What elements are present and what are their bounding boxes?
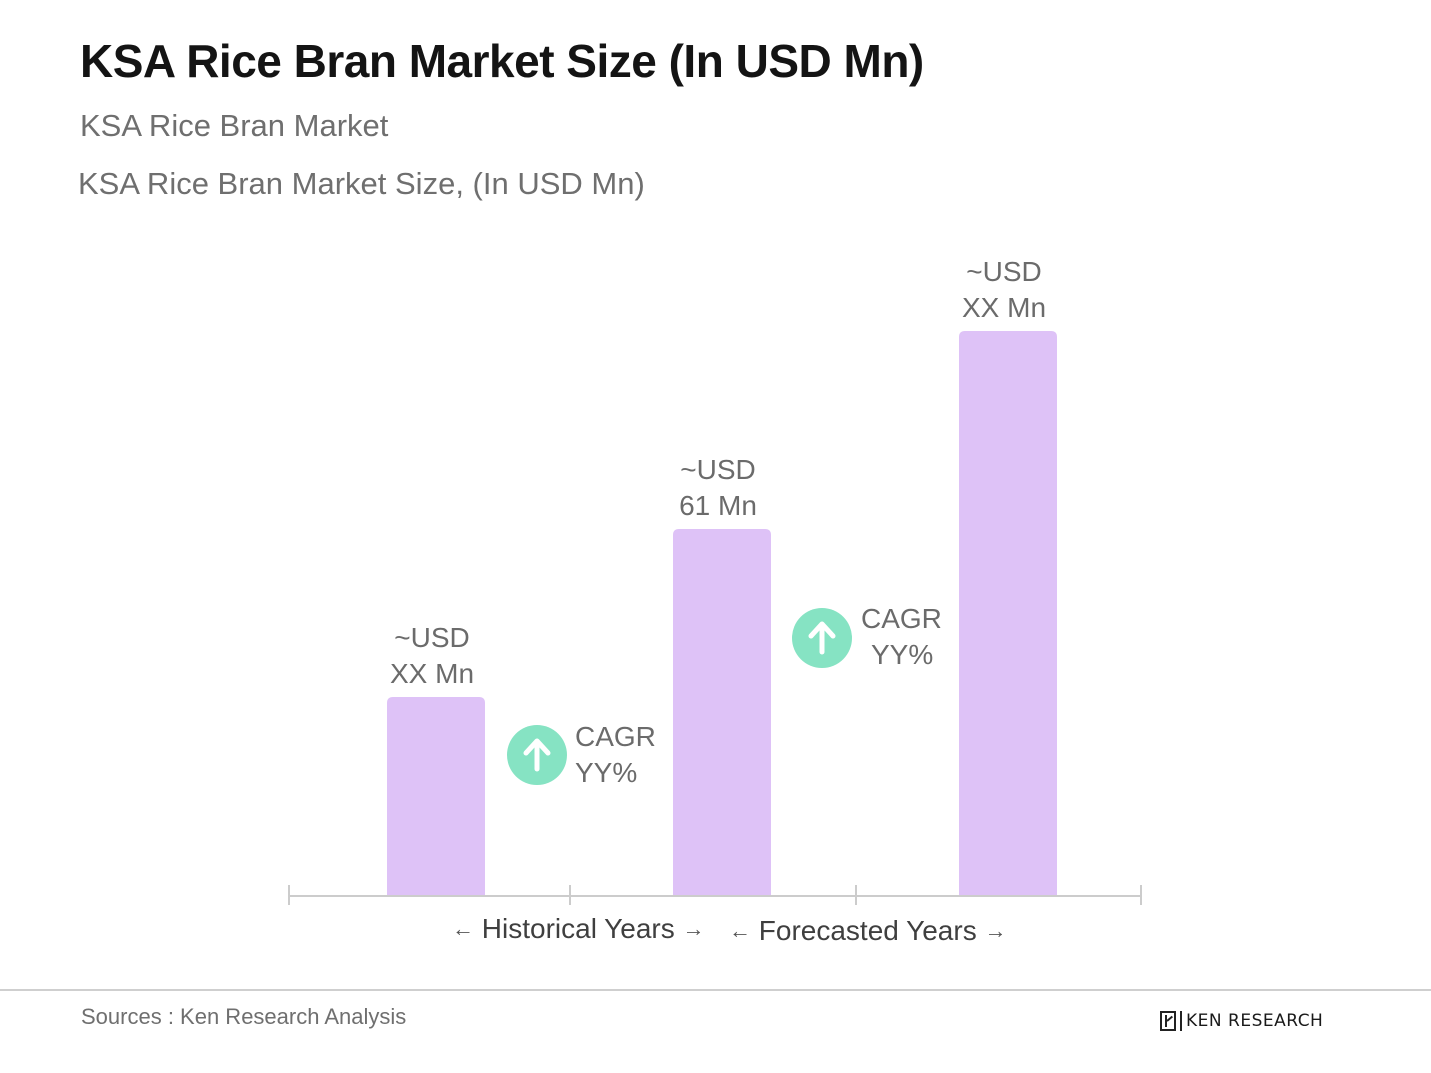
- source-note: Sources : Ken Research Analysis: [81, 1004, 407, 1029]
- x-axis: [288, 885, 1142, 905]
- period-label-forecasted: ← Forecasted Years →: [729, 915, 1006, 947]
- ken-research-logo: KEN RESEARCH: [1160, 1008, 1323, 1034]
- arrow-left-icon: ←: [452, 916, 474, 941]
- footer-divider: [0, 989, 1431, 991]
- cagr-annotation: CAGR YY%: [792, 603, 942, 670]
- data-label: XX Mn: [390, 658, 474, 689]
- chart-subtitle-units: KSA Rice Bran Market Size, (In USD Mn): [78, 166, 645, 201]
- cagr-label: YY%: [575, 757, 637, 788]
- arrow-left-icon: ←: [729, 918, 751, 943]
- period-label-historical-text: Historical Years: [481, 913, 675, 944]
- logo-mark-icon: [1160, 1011, 1176, 1031]
- bar: [959, 331, 1057, 895]
- logo-text: KEN RESEARCH: [1186, 1011, 1324, 1031]
- bars: [387, 331, 1057, 895]
- period-label-historical: ← Historical Years →: [452, 913, 705, 945]
- bar: [673, 529, 771, 895]
- logo-separator: [1180, 1011, 1182, 1031]
- arrow-right-icon: →: [984, 918, 1007, 943]
- cagr-annotation: CAGR YY%: [507, 721, 656, 788]
- data-label: XX Mn: [962, 292, 1046, 323]
- cagr-annotations: CAGR YY% CAGR YY%: [507, 603, 942, 788]
- period-label-forecasted-text: Forecasted Years: [758, 915, 977, 946]
- arrow-right-icon: →: [682, 916, 705, 941]
- arrow-up-circle-icon: [808, 621, 836, 655]
- cagr-label: CAGR: [861, 603, 942, 634]
- arrow-up-circle-icon: [523, 738, 551, 772]
- data-label: 61 Mn: [679, 490, 757, 521]
- data-labels: ~USD XX Mn ~USD 61 Mn ~USD XX Mn: [390, 256, 1046, 689]
- cagr-label: YY%: [871, 639, 933, 670]
- bar: [387, 697, 485, 895]
- data-label: ~USD: [966, 256, 1041, 287]
- data-label: ~USD: [394, 622, 469, 653]
- data-label: ~USD: [680, 454, 755, 485]
- chart-subtitle: KSA Rice Bran Market: [80, 108, 389, 143]
- chart-title: KSA Rice Bran Market Size (In USD Mn): [80, 35, 924, 87]
- cagr-label: CAGR: [575, 721, 656, 752]
